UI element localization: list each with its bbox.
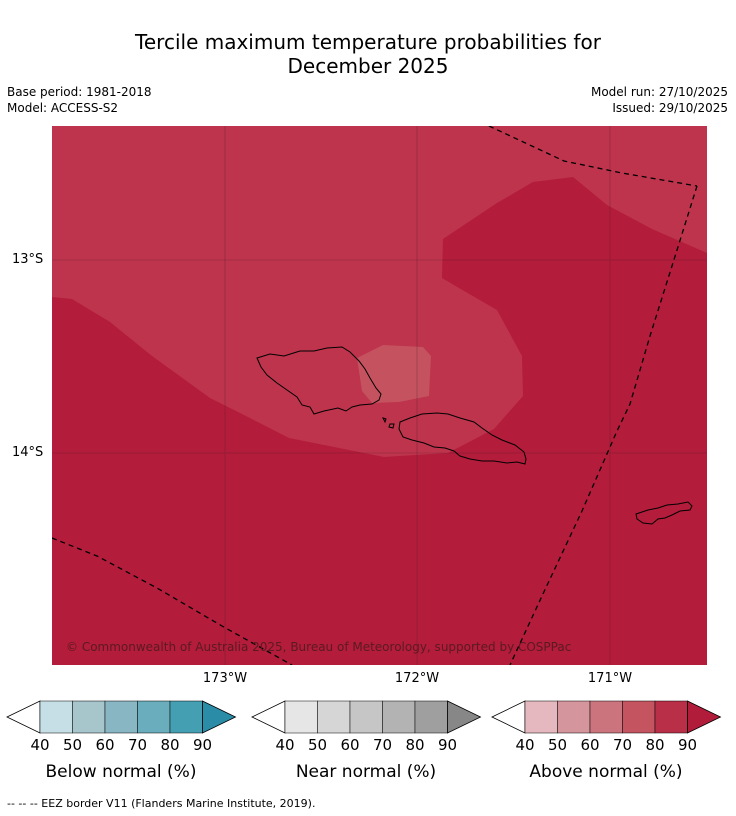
eez-border-southwest: [52, 537, 293, 665]
legend-tick: 50: [307, 736, 328, 754]
legend-tick: 40: [30, 736, 50, 754]
legend-below-normal: 40 50 60 70 80 90 Below normal (%): [6, 700, 237, 782]
coastline: [256, 346, 693, 525]
legend-swatch: [169, 700, 203, 734]
legend-arrow-high: [202, 700, 237, 734]
legend-tick: 90: [437, 736, 458, 754]
map-svg: [52, 126, 707, 665]
title-line-1: Tercile maximum temperature probabilitie…: [135, 30, 601, 54]
legend-arrow-low: [251, 700, 286, 734]
island-savaii: [256, 346, 382, 415]
legend-above-normal: 40 50 60 70 80 90 Above normal (%): [491, 700, 722, 782]
eez-border: [52, 126, 698, 665]
legend-swatch: [137, 700, 171, 734]
base-period: Base period: 1981-2018: [7, 85, 152, 99]
model-run: Model run: 27/10/2025: [590, 85, 728, 99]
legend-tick: 50: [62, 736, 83, 754]
legend-tick: 80: [405, 736, 425, 754]
legend-arrow-low: [491, 700, 526, 734]
lon-label-173w: 173°W: [202, 671, 248, 686]
legend-swatch: [284, 700, 318, 734]
legend-tick: 40: [515, 736, 535, 754]
legend-swatch: [589, 700, 623, 734]
legend-swatch: [524, 700, 558, 734]
legend-near-title: Near normal (%): [295, 762, 437, 782]
copyright-notice: © Commonwealth of Australia 2025, Bureau…: [66, 640, 572, 654]
legend-tick: 60: [95, 736, 115, 754]
title-line-2: December 2025: [287, 54, 449, 78]
legend-swatch: [317, 700, 351, 734]
island-upolu: [398, 412, 527, 465]
legend-arrow-high: [687, 700, 722, 734]
map-panel: [52, 126, 707, 665]
legend-tick: 90: [192, 736, 213, 754]
legend-below-ticks: 40 50 60 70 80 90: [7, 736, 235, 756]
legend-near-ticks: 40 50 60 70 80 90: [252, 736, 480, 756]
legend-tick: 90: [677, 736, 698, 754]
island-manono: [388, 423, 395, 429]
island-apolima: [382, 417, 387, 424]
meta-left: Base period: 1981-2018 Model: ACCESS-S2: [7, 84, 152, 116]
meta-right: Model run: 27/10/2025 Issued: 29/10/2025: [591, 84, 728, 116]
issued-date: Issued: 29/10/2025: [612, 101, 728, 115]
lat-label-14s: 14°S: [12, 445, 44, 460]
legend-tick: 40: [275, 736, 295, 754]
legend-above-ticks: 40 50 60 70 80 90: [492, 736, 720, 756]
legend-swatch: [557, 700, 591, 734]
legend-swatch: [104, 700, 138, 734]
legend-tick: 50: [547, 736, 568, 754]
legend-tick: 80: [160, 736, 180, 754]
legend-swatch: [414, 700, 448, 734]
legend-swatch: [39, 700, 73, 734]
legend-tick: 70: [372, 736, 393, 754]
chart-title: Tercile maximum temperature probabilitie…: [0, 30, 736, 78]
island-tutuila: [635, 501, 693, 525]
lon-label-172w: 172°W: [394, 671, 440, 686]
eez-border-north: [488, 126, 698, 187]
legend-swatch: [349, 700, 383, 734]
legend-swatch: [654, 700, 688, 734]
legend-near-normal: 40 50 60 70 80 90 Near normal (%): [251, 700, 482, 782]
legend-below-colorbar: [6, 700, 237, 734]
legend-tick: 60: [340, 736, 360, 754]
legend-tick: 60: [580, 736, 600, 754]
probability-zone-70: [357, 345, 431, 403]
legend-tick: 70: [612, 736, 633, 754]
graticule: [52, 126, 707, 665]
lon-label-171w: 171°W: [587, 671, 633, 686]
legend-above-title: Above normal (%): [529, 762, 683, 782]
legend-near-colorbar: [251, 700, 482, 734]
legend-above-colorbar: [491, 700, 722, 734]
legend-arrow-high: [447, 700, 482, 734]
legend-below-title: Below normal (%): [45, 762, 197, 782]
legend-swatch: [72, 700, 106, 734]
legend-swatch: [622, 700, 656, 734]
legend-tick: 70: [127, 736, 148, 754]
eez-border-east: [509, 185, 698, 665]
eez-footnote: -- -- -- EEZ border V11 (Flanders Marine…: [7, 797, 316, 810]
legend-swatch: [382, 700, 416, 734]
lat-label-13s: 13°S: [12, 252, 44, 267]
legend-arrow-low: [6, 700, 41, 734]
legend-tick: 80: [645, 736, 665, 754]
model-name: Model: ACCESS-S2: [7, 101, 119, 115]
probability-zone-80: [52, 126, 707, 457]
